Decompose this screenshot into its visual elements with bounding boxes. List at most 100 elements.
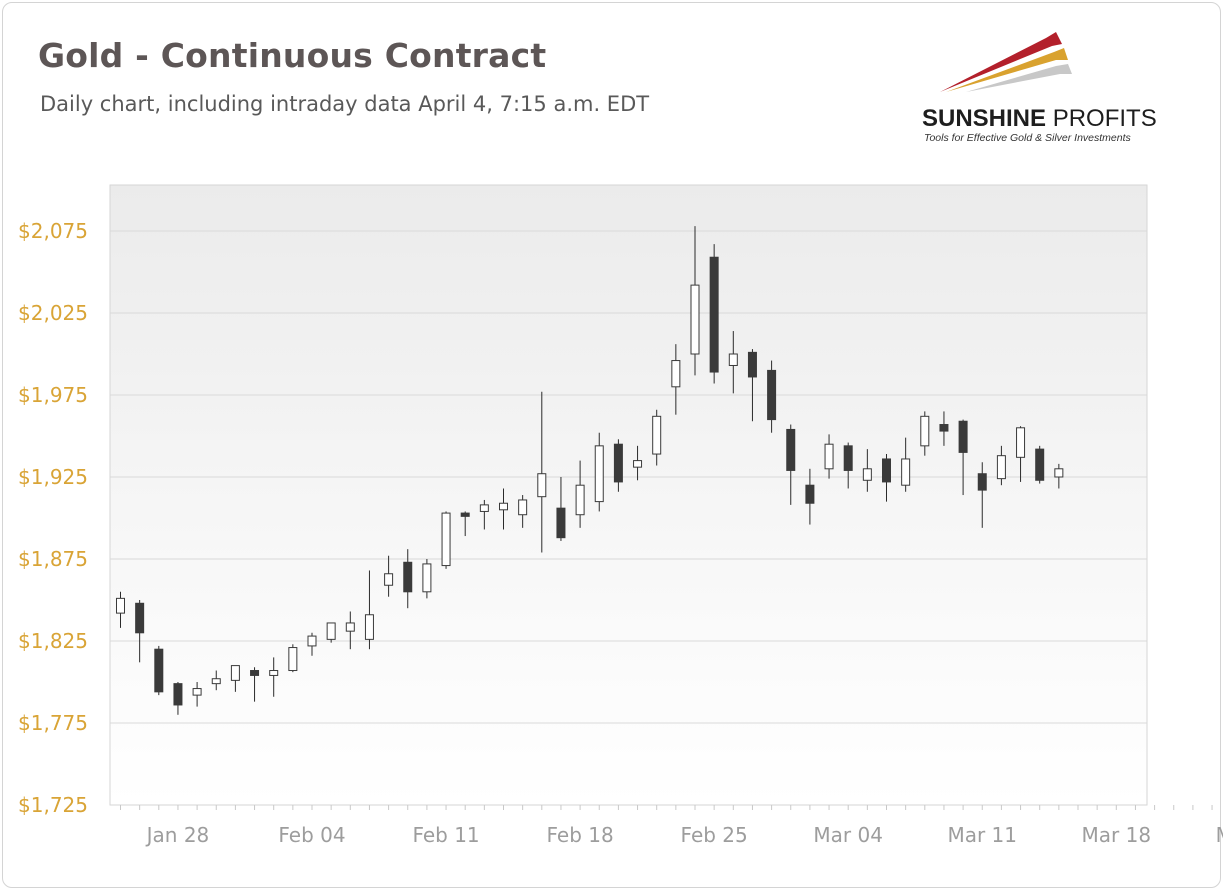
candle-body-down [1035, 448, 1045, 481]
candle-body-up [575, 484, 585, 516]
candle-body-up [479, 504, 489, 512]
candle [613, 439, 623, 492]
candle-body-up [690, 284, 700, 355]
candle [499, 488, 508, 530]
y-tick-label: $1,775 [18, 711, 88, 735]
candle [518, 495, 528, 528]
logo-brand-text: SUNSHINE PROFITS [922, 105, 1157, 132]
candle [1054, 463, 1064, 489]
candle-body-up [996, 455, 1006, 480]
candle [958, 419, 968, 496]
candle [250, 667, 260, 702]
y-tick-label: $1,925 [18, 465, 88, 489]
candle-body-up [211, 678, 221, 685]
candle [326, 622, 336, 643]
candle-body-up [594, 445, 604, 503]
x-tick-label: Mar 04 [813, 823, 883, 847]
candle-body-down [958, 420, 968, 453]
candle [747, 349, 757, 422]
logo-red-ray [940, 32, 1062, 92]
candle [901, 437, 911, 492]
candle-body-down [843, 445, 853, 471]
candle-body-down [709, 256, 719, 373]
candle [116, 591, 125, 628]
candle-body-up [364, 614, 374, 640]
x-tick-label: Feb 04 [278, 823, 345, 847]
candle [786, 424, 796, 505]
y-tick-label: $1,725 [18, 793, 88, 817]
x-tick-label: Mar 11 [947, 823, 1017, 847]
candle [805, 468, 815, 525]
candle [345, 611, 355, 650]
y-tick-label: $2,075 [18, 219, 88, 243]
y-tick-label: $2,025 [18, 301, 88, 325]
candle-body-up [518, 499, 528, 516]
candle-body-up [230, 665, 240, 681]
x-tick-label: Mar 18 [1082, 823, 1152, 847]
candle-body-up [307, 635, 317, 647]
candle [594, 432, 604, 512]
chart-title: Gold - Continuous Contract [38, 36, 547, 75]
y-axis: $1,725 $1,775 $1,825 $1,875 $1,925 $1,975 $2,0… [18, 219, 88, 817]
candle [824, 434, 834, 479]
candle [920, 411, 930, 456]
candle [269, 657, 279, 697]
candle [441, 511, 451, 569]
candle [939, 411, 949, 446]
candle-body-up [728, 353, 738, 366]
candle [384, 555, 394, 597]
candle [422, 559, 432, 599]
x-axis: Jan 28 Feb 04 Feb 11 Feb 18 Feb 25 Mar 04 Mar … [120, 805, 1223, 847]
x-tick-label: Jan 28 [145, 823, 210, 847]
candle [135, 600, 145, 663]
candle-body-up [269, 670, 279, 676]
candle-body-up [116, 597, 125, 614]
y-tick-label: $1,825 [18, 629, 88, 653]
candle-body-down [939, 424, 949, 432]
candle [690, 226, 700, 376]
chart-subtitle: Daily chart, including intraday data Apr… [40, 92, 650, 116]
candle-body-down [250, 670, 260, 676]
y-tick-label: $1,875 [18, 547, 88, 571]
candle-body-up [862, 468, 872, 481]
candle-body-down [135, 602, 145, 634]
logo-silver-ray [966, 64, 1072, 92]
candle [862, 449, 872, 492]
x-tick-label: Feb 11 [412, 823, 479, 847]
candle [575, 460, 585, 528]
candle [154, 645, 164, 696]
candle-body-up [326, 622, 336, 640]
candle [479, 499, 489, 530]
sunshine-profits-logo: SUNSHINE PROFITS Tools for Effective Gol… [922, 32, 1157, 144]
candle [537, 391, 547, 553]
candle-body-up [384, 573, 394, 586]
candle [767, 360, 777, 433]
candle [230, 665, 240, 692]
x-tick-label: Mar 25 [1216, 823, 1223, 847]
candle-body-down [460, 512, 470, 517]
candle [403, 549, 413, 609]
candle [843, 442, 853, 489]
logo-gold-ray [946, 48, 1068, 92]
candle [633, 445, 643, 481]
candle-body-down [786, 428, 796, 471]
candle-body-down [556, 507, 566, 539]
candle [192, 682, 202, 707]
candle [977, 462, 987, 528]
candle [307, 632, 317, 656]
candle-body-up [288, 647, 298, 672]
candle-body-up [633, 460, 643, 468]
candle-body-down [747, 351, 757, 378]
candle-body-up [1054, 468, 1064, 478]
candle-body-up [901, 458, 911, 486]
candle-body-up [1016, 427, 1026, 458]
x-tick-label: Feb 18 [546, 823, 613, 847]
candle [882, 454, 891, 502]
candle-body-up [345, 622, 355, 632]
candle [709, 244, 719, 384]
candle-body-up [499, 502, 508, 511]
candle [460, 511, 470, 537]
candle-body-down [882, 458, 891, 483]
logo-brand-light: PROFITS [1046, 105, 1157, 132]
